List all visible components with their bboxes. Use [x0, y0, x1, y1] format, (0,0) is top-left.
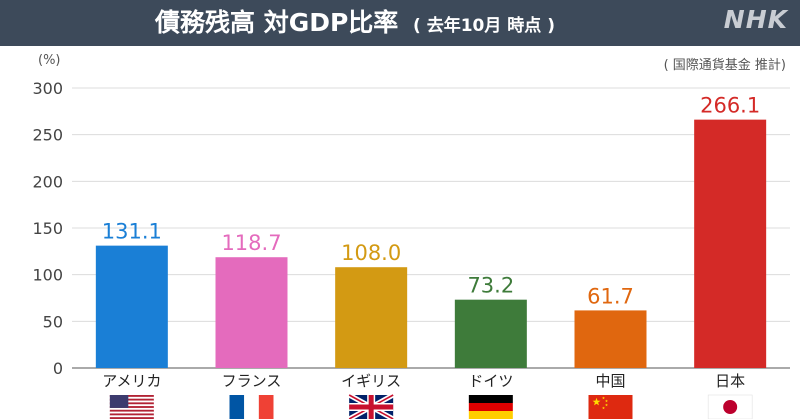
y-tick-label: 300 [32, 79, 63, 98]
japan-flag-icon [707, 394, 753, 419]
uk-flag-icon [347, 392, 395, 419]
title-main: 債務残高 対GDP比率 [155, 8, 399, 37]
germany-flag-icon [468, 395, 513, 419]
china-flag-icon [588, 395, 633, 419]
data-label: 61.7 [587, 284, 634, 308]
chart-title: 債務残高 対GDP比率 ( 去年10月 時点 ) [0, 3, 710, 39]
france-flag-icon [229, 395, 274, 419]
x-tick-label: 中国 [595, 372, 625, 390]
x-tick-label: フランス [222, 372, 282, 390]
bar [454, 299, 527, 368]
y-tick-label: 150 [32, 219, 63, 238]
bar [335, 267, 408, 368]
bar [694, 119, 767, 368]
us-flag-icon [109, 395, 154, 419]
bar-chart: (%) 0 50 100 150 200 250 300 131.1 アメリカ 118.7 フランス 1… [32, 53, 790, 419]
nhk-logo: NHK [723, 5, 788, 34]
y-tick-label: 50 [43, 312, 63, 331]
data-label: 131.1 [102, 220, 162, 244]
x-tick-label: アメリカ [102, 372, 161, 390]
x-tick-label: 日本 [715, 372, 745, 390]
header-bar: 債務残高 対GDP比率 ( 去年10月 時点 ) NHK [0, 0, 800, 46]
bar [95, 245, 168, 368]
x-tick-label: ドイツ [468, 372, 513, 390]
data-label: 118.7 [221, 231, 281, 255]
bar [574, 310, 647, 368]
source-note: ( 国際通貨基金 推計) [663, 58, 786, 73]
data-label: 266.1 [700, 94, 760, 118]
title-subtitle: ( 去年10月 時点 ) [413, 16, 555, 36]
y-tick-label: 250 [32, 126, 63, 145]
y-tick-label: 100 [32, 266, 63, 285]
bar [215, 257, 288, 368]
y-tick-label: 200 [32, 172, 63, 191]
y-tick-label: 0 [53, 359, 63, 378]
data-label: 108.0 [341, 241, 401, 265]
y-unit-label: (%) [38, 53, 61, 68]
data-label: 73.2 [467, 274, 514, 298]
x-tick-label: イギリス [341, 372, 401, 390]
